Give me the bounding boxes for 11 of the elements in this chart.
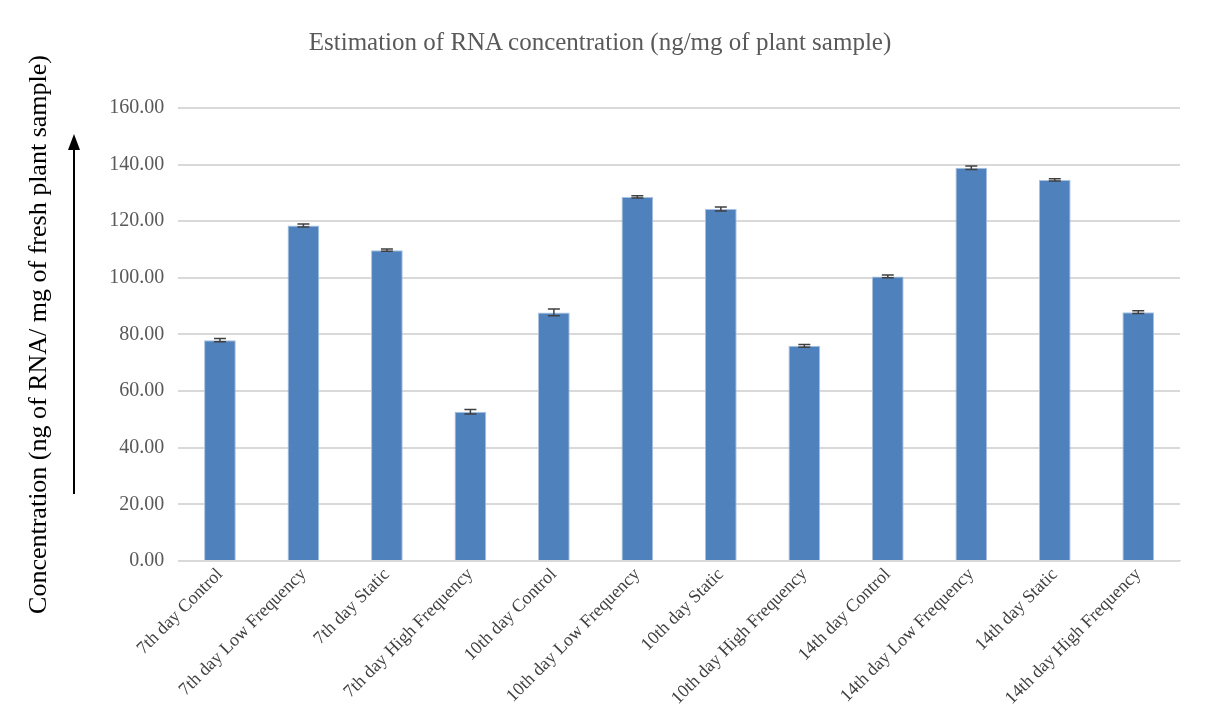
y-tick-label: 160.00 [109, 95, 165, 118]
y-tick-label: 140.00 [109, 151, 165, 174]
y-tick-label: 60.00 [119, 378, 165, 401]
chart-title: Estimation of RNA concentration (ng/mg of plant sample) [308, 27, 892, 56]
y-tick-label: 0.00 [129, 548, 165, 571]
y-tick-label: 120.00 [109, 208, 165, 231]
y-tick-label: 20.00 [119, 491, 165, 514]
y-tick-label: 80.00 [119, 321, 165, 344]
y-axis-title: Concentration (ng of RNA/ mg of fresh plant sample) [23, 55, 53, 614]
y-tick-label: 40.00 [119, 435, 165, 457]
y-tick-label: 100.00 [109, 265, 165, 288]
